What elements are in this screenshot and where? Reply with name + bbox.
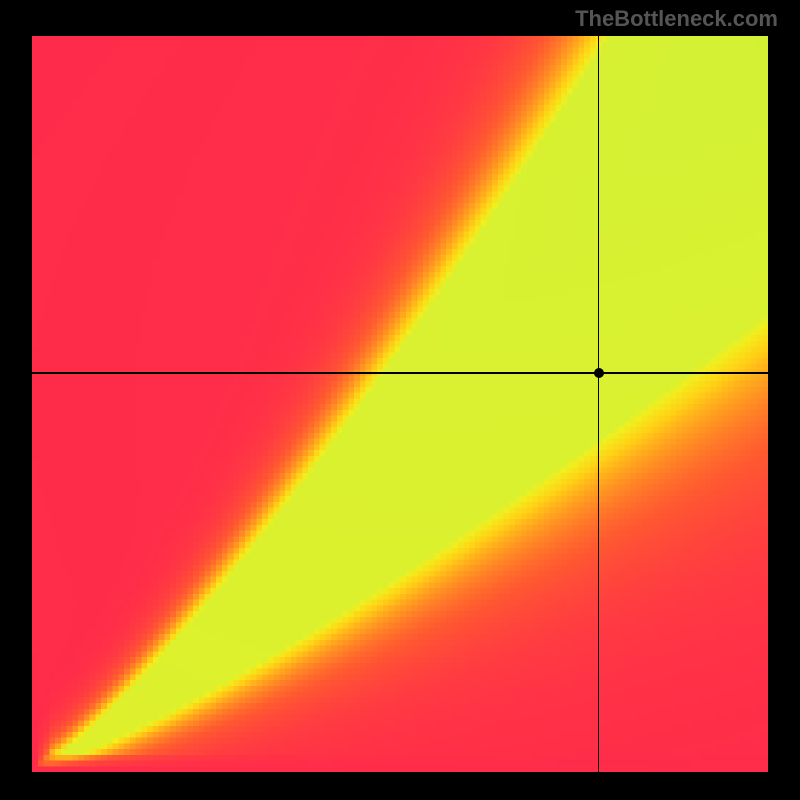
crosshair-point <box>594 368 604 378</box>
bottleneck-heatmap <box>32 36 768 772</box>
watermark-text: TheBottleneck.com <box>575 6 778 32</box>
crosshair-vertical <box>598 36 599 772</box>
chart-container: TheBottleneck.com <box>0 0 800 800</box>
crosshair-horizontal <box>32 372 768 373</box>
